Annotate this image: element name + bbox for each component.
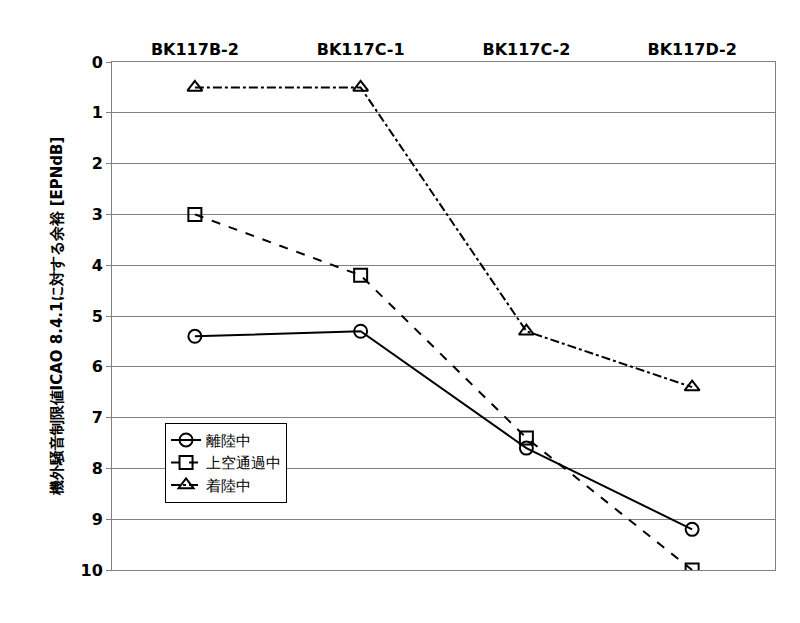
svg-text:上空通過中: 上空通過中: [206, 454, 281, 472]
svg-text:1: 1: [92, 103, 103, 122]
svg-text:BK117C-2: BK117C-2: [482, 40, 570, 59]
svg-text:8: 8: [92, 459, 103, 478]
svg-text:6: 6: [92, 357, 103, 376]
svg-text:着陸中: 着陸中: [206, 477, 251, 495]
svg-text:7: 7: [92, 408, 103, 427]
svg-text:5: 5: [92, 307, 103, 326]
svg-text:機外騒音制限値ICAO 8.4.1に対する余裕 [EPNdB: 機外騒音制限値ICAO 8.4.1に対する余裕 [EPNdB]: [48, 137, 66, 497]
svg-text:2: 2: [92, 154, 103, 173]
svg-text:BK117B-2: BK117B-2: [151, 40, 239, 59]
svg-text:離陸中: 離陸中: [206, 432, 251, 450]
svg-text:BK117C-1: BK117C-1: [317, 40, 405, 59]
svg-text:4: 4: [92, 256, 103, 275]
svg-text:10: 10: [81, 561, 103, 580]
svg-text:3: 3: [92, 205, 103, 224]
svg-text:0: 0: [92, 53, 103, 72]
svg-text:BK117D-2: BK117D-2: [647, 40, 736, 59]
svg-text:9: 9: [92, 510, 103, 529]
